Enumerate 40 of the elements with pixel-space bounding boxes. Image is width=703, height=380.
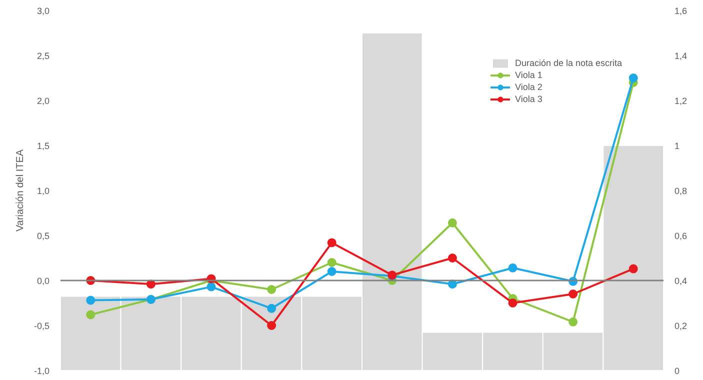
y-tick-label: 1,0 — [36, 186, 50, 196]
y-tick-label: 0,0 — [36, 276, 50, 286]
legend-label: Duración de la nota escrita — [515, 57, 622, 69]
y-tick-label: 0,5 — [36, 231, 50, 241]
point — [508, 263, 518, 272]
y2-tick-label: 0 — [674, 366, 680, 376]
y-tick-label: 1,5 — [36, 141, 50, 151]
y2-tick-label: 0,6 — [674, 231, 688, 241]
legend-label: Viola 2 — [515, 81, 542, 93]
y2-tick-label: 0,4 — [674, 276, 688, 286]
y2-tick-label: 1,4 — [674, 51, 688, 61]
y2-tick-label: 0,8 — [674, 186, 688, 196]
y2-tick-label: 1,2 — [674, 96, 688, 106]
point — [267, 304, 276, 313]
y2-tick-label: 1 — [674, 141, 680, 151]
point — [267, 285, 276, 294]
y-axis-title: Variación del ITEA — [14, 149, 26, 232]
point — [327, 258, 336, 267]
point — [628, 74, 638, 82]
point — [327, 238, 336, 248]
point — [568, 317, 578, 326]
point — [568, 290, 578, 298]
y-tick-label: -1,0 — [34, 366, 50, 376]
point — [448, 254, 457, 262]
point — [448, 218, 457, 228]
y2-tick-label: 1,6 — [674, 6, 688, 16]
legend-label: Viola 1 — [515, 69, 542, 81]
point — [508, 298, 518, 308]
point — [327, 267, 336, 276]
y-tick-label: 2,0 — [36, 96, 50, 106]
point — [267, 321, 276, 330]
legend-label: Viola 3 — [515, 93, 542, 105]
point — [206, 282, 216, 292]
y-tick-label: -0,5 — [34, 321, 50, 331]
point — [86, 310, 96, 320]
y-tick-label: 2,5 — [36, 51, 50, 61]
y-tick-label: 3,0 — [36, 6, 50, 16]
y2-tick-label: 0,2 — [674, 321, 688, 331]
point — [86, 296, 96, 305]
point — [628, 264, 638, 274]
